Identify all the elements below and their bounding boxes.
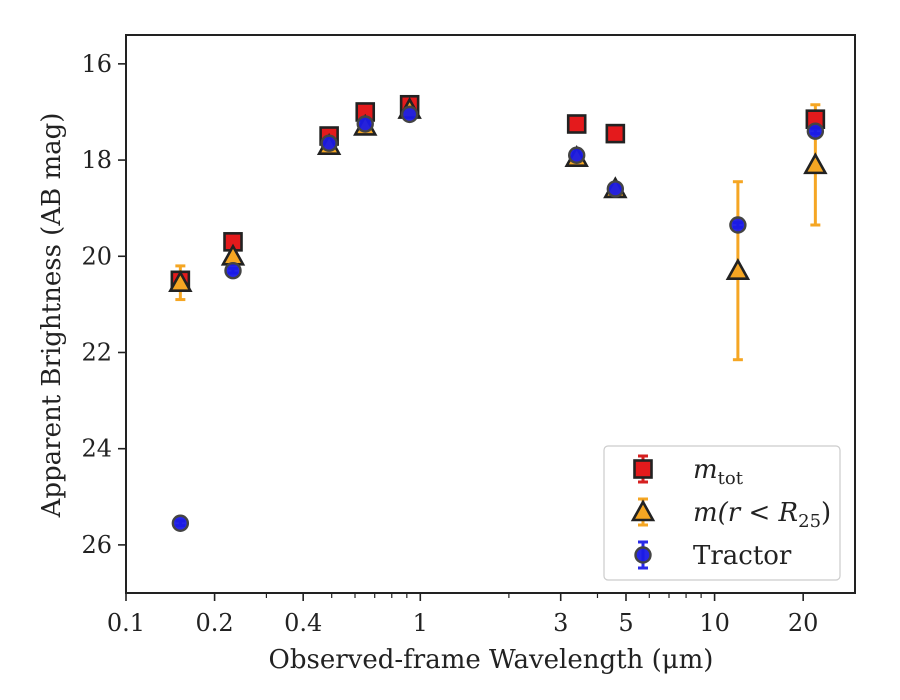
y-tick-label: 24	[81, 435, 112, 463]
y-tick-label: 22	[81, 338, 112, 366]
tick-marks: 0.1 0.2 0.4 1 3 5 10 20 16 18 20 22 24 26	[81, 50, 818, 637]
tractor-point	[568, 146, 586, 164]
y-tick-label: 26	[81, 531, 112, 559]
tractor-point	[729, 216, 747, 234]
legend-entry-mtot: mtot	[633, 454, 744, 489]
x-tick-label: 0.4	[284, 609, 322, 637]
data-markers	[168, 94, 828, 532]
y-tick-label: 20	[81, 242, 112, 270]
x-tick-label: 5	[618, 609, 633, 637]
y-tick-label: 18	[81, 146, 112, 174]
tractor-point	[356, 115, 374, 133]
x-tick-label: 0.1	[107, 609, 145, 637]
mr25-point	[725, 258, 751, 281]
tractor-point	[320, 134, 338, 152]
y-axis-label: Apparent Brightness (AB mag)	[37, 113, 67, 519]
mr25-point	[803, 152, 828, 175]
x-tick-label: 20	[788, 609, 819, 637]
tractor-point	[806, 122, 825, 140]
tractor-point	[400, 105, 419, 124]
plot-frame	[125, 34, 856, 594]
legend-marker-mtot	[633, 459, 653, 479]
mtot-point	[566, 114, 587, 134]
legend-entry-tractor: Tractor	[634, 540, 792, 571]
legend-entry-mr25: m(r < R25)	[630, 497, 831, 532]
tractor-point	[224, 262, 242, 280]
legend-marker-mr25	[630, 499, 656, 522]
legend-box	[603, 445, 841, 581]
legend: mtot m(r < R25) Tractor	[603, 445, 841, 581]
mtot-point	[605, 123, 626, 144]
tractor-point	[606, 180, 625, 198]
x-axis-label: Observed-frame Wavelength (μm)	[269, 645, 714, 675]
axes	[125, 34, 856, 594]
legend-label-mr25: m(r < R25)	[693, 498, 831, 532]
x-tick-label: 1	[413, 609, 428, 637]
legend-label-tractor: Tractor	[693, 541, 792, 571]
x-tick-label: 10	[699, 609, 730, 637]
legend-entries: mtot m(r < R25) Tractor	[630, 454, 831, 571]
tractor-point	[171, 514, 190, 532]
x-tick-label: 3	[553, 609, 568, 637]
legend-marker-tractor	[634, 546, 652, 564]
mr25-point	[168, 270, 193, 293]
x-tick-label: 0.2	[196, 609, 234, 637]
y-tick-label: 16	[81, 50, 112, 78]
legend-label-mtot: mtot	[693, 455, 744, 489]
